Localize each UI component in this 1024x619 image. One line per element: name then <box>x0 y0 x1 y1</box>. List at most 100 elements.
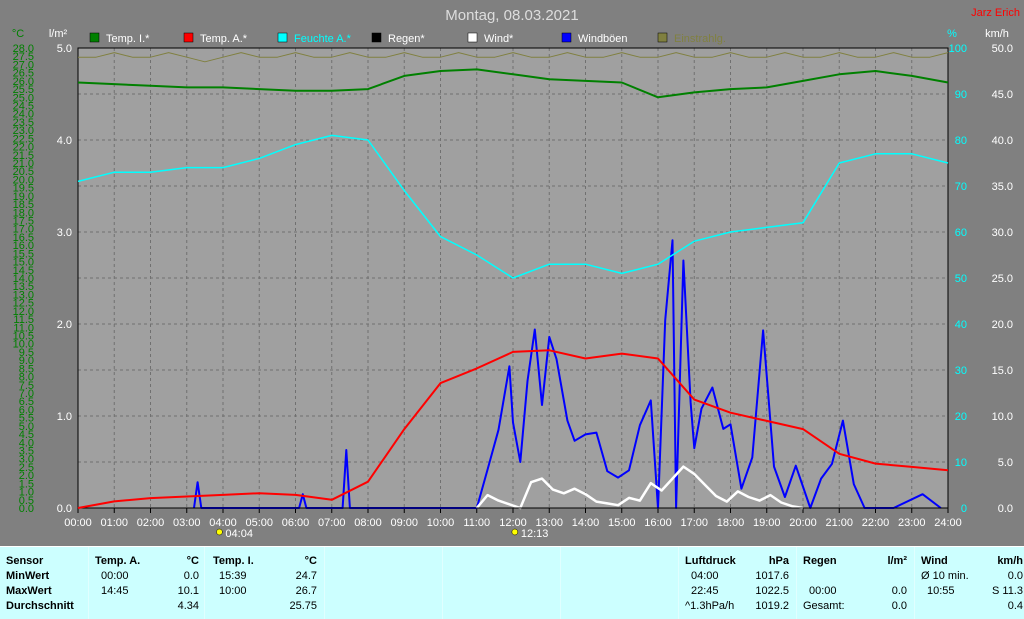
legend-label: Temp. A.* <box>200 33 248 45</box>
temp-axis-tick-label: 17.0 <box>13 224 34 236</box>
humidity-axis-tick-label: 50 <box>955 273 967 285</box>
luftdruck-max-value: 1022.5 <box>755 585 789 597</box>
humidity-axis-unit: % <box>947 28 957 40</box>
empty-column-3 <box>560 547 679 619</box>
legend-swatch <box>277 32 288 43</box>
luftdruck-unit: hPa <box>768 555 789 567</box>
x-tick-label: 01:00 <box>100 517 128 529</box>
series-line-einstrahlg <box>78 52 949 63</box>
temp-a-column: Temp. A. °C 00:00 0.0 14:45 10.1 4.34 <box>88 547 205 619</box>
temp-axis-tick-label: 3.0 <box>19 454 34 466</box>
temp-axis-tick-label: 6.0 <box>19 404 34 416</box>
wind-axis-tick-label: 0.0 <box>998 503 1013 515</box>
maxwert-label: MaxWert <box>6 585 52 597</box>
temp-axis-tick-label: 17.5 <box>13 216 34 228</box>
temp-axis-tick-label: 13.0 <box>13 289 34 301</box>
series-line-feuchte-a <box>77 134 949 279</box>
luftdruck-avg-value: 1019.2 <box>755 600 789 612</box>
legend-label: Wind* <box>484 33 514 45</box>
legend-label: Feuchte A.* <box>294 33 352 45</box>
legend-label: Regen* <box>388 33 425 45</box>
luftdruck-min-value: 1017.6 <box>755 570 789 582</box>
author-label: Jarz Erich <box>971 7 1020 19</box>
legend-swatch <box>657 32 668 43</box>
wind-axis-tick-label: 40.0 <box>992 135 1013 147</box>
x-tick-label: 00:00 <box>64 517 92 529</box>
temp-axis-tick-label: 19.0 <box>13 191 34 203</box>
sun-marker-label: 04:04 <box>225 528 253 540</box>
empty-column-2 <box>442 547 561 619</box>
wind-axis-tick-label: 15.0 <box>992 365 1013 377</box>
series-line-temp-a <box>77 349 949 509</box>
regen-header: Regen <box>803 555 837 567</box>
chart-title: Montag, 08.03.2021 <box>445 7 578 24</box>
wind-axis-tick-label: 5.0 <box>998 457 1013 469</box>
temp-axis-tick-label: 21.5 <box>13 150 34 162</box>
temp-axis-tick-label: 13.5 <box>13 281 34 293</box>
humidity-axis-tick-label: 70 <box>955 181 967 193</box>
weather-chart: 00:00 01:00 02:00 03:00 04:00 05:00 06:00 07:00… <box>12 7 1020 540</box>
sensor-column: Sensor MinWert MaxWert Durchschnitt <box>0 547 88 619</box>
rain-axis-tick-label: 2.0 <box>57 319 72 331</box>
temp-axis-tick-label: 9.0 <box>19 355 34 367</box>
wind-axis-tick-label: 20.0 <box>992 319 1013 331</box>
temp-axis-tick-label: 10.0 <box>13 339 34 351</box>
x-tick-label: 12:00 <box>499 517 527 529</box>
temp-axis-tick-label: 4.0 <box>19 437 34 449</box>
x-tick-label: 14:00 <box>572 517 600 529</box>
humidity-axis-tick-label: 0 <box>961 503 967 515</box>
temp-a-avg-value: 4.34 <box>177 600 199 612</box>
temp-axis-tick-label: 11.0 <box>13 322 34 334</box>
legend-swatch <box>561 32 572 43</box>
x-tick-label: 16:00 <box>644 517 672 529</box>
temp-axis-tick-label: 23.0 <box>13 125 34 137</box>
sensor-header: Sensor <box>6 555 44 567</box>
temp-axis-tick-label: 14.0 <box>13 273 34 285</box>
regen-max-time: 00:00 <box>809 585 837 597</box>
temp-axis-tick-label: 2.5 <box>19 462 34 474</box>
temp-axis-tick-label: 8.5 <box>19 363 34 375</box>
x-tick-label: 23:00 <box>898 517 926 529</box>
wind-max-time: 10:55 <box>927 585 955 597</box>
temp-axis-tick-label: 2.0 <box>19 470 34 482</box>
temp-i-max-time: 10:00 <box>219 585 247 597</box>
wind-column: Wind km/h Ø 10 min. 0.0 10:55 S 11.3 0.4 <box>914 547 1024 619</box>
x-tick-label: 17:00 <box>680 517 708 529</box>
temp-axis-tick-label: 16.5 <box>13 232 34 244</box>
temp-axis-tick-label: 25.5 <box>13 84 34 96</box>
legend-swatch <box>467 32 478 43</box>
wind-axis-tick-label: 50.0 <box>992 43 1013 55</box>
sun-icon <box>511 528 519 536</box>
temp-i-header: Temp. I. <box>213 555 254 567</box>
temp-a-min-value: 0.0 <box>183 570 199 582</box>
humidity-axis-tick-label: 90 <box>955 89 967 101</box>
luftdruck-trend: ^1.3hPa/h <box>685 600 735 612</box>
humidity-axis-tick-label: 60 <box>955 227 967 239</box>
x-tick-label: 20:00 <box>789 517 817 529</box>
regen-column: Regen l/m² 00:00 0.0 Gesamt: 0.0 <box>796 547 915 619</box>
temp-i-avg-value: 25.75 <box>289 600 317 612</box>
temp-axis-tick-label: 24.5 <box>13 101 34 113</box>
temp-axis-tick-label: 6.5 <box>19 396 34 408</box>
temp-i-min-value: 24.7 <box>295 570 317 582</box>
wind-axis-tick-label: 30.0 <box>992 227 1013 239</box>
x-tick-label: 07:00 <box>318 517 346 529</box>
humidity-axis-tick-label: 100 <box>949 43 967 55</box>
x-tick-label: 10:00 <box>427 517 455 529</box>
temp-axis-tick-label: 20.5 <box>13 166 34 178</box>
temp-i-column: Temp. I. °C 15:39 24.7 10:00 26.7 25.75 <box>204 547 325 619</box>
temp-i-min-time: 15:39 <box>219 570 247 582</box>
temp-axis-tick-label: 11.5 <box>13 314 34 326</box>
temp-axis-tick-label: 21.0 <box>13 158 34 170</box>
x-tick-label: 08:00 <box>354 517 382 529</box>
wind-header: Wind <box>921 555 948 567</box>
x-tick-label: 05:00 <box>245 517 273 529</box>
temp-axis-tick-label: 12.5 <box>13 298 34 310</box>
temp-axis-tick-label: 15.5 <box>13 248 34 260</box>
legend-swatch <box>183 32 194 43</box>
statistics-footer: Sensor MinWert MaxWert Durchschnitt Temp… <box>0 546 1024 619</box>
series-line-temp-i <box>77 68 949 99</box>
regen-total-label: Gesamt: <box>803 600 845 612</box>
sun-icon <box>216 528 223 536</box>
temp-axis-tick-label: 4.5 <box>19 429 34 441</box>
